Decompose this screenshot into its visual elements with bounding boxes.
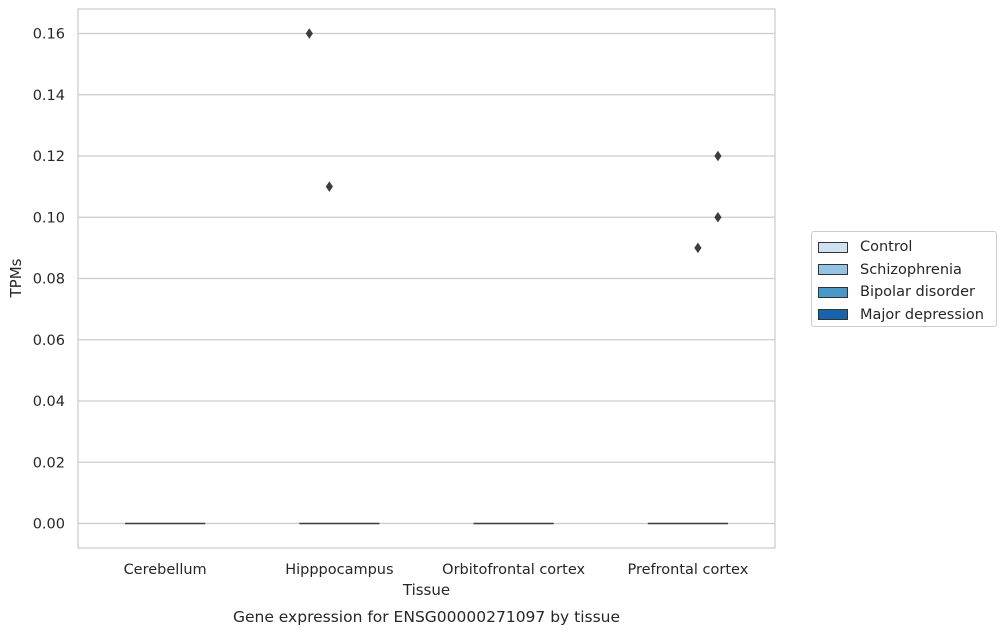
legend-item-control: Control [818,236,996,259]
plot-frame [77,8,776,549]
legend-item-major-depression: Major depression [818,304,996,327]
outlier-point [305,28,313,39]
legend-swatch [818,309,848,321]
outlier-point [714,212,722,223]
y-tick-label: 0.02 [33,455,65,471]
y-tick-label: 0.10 [33,210,65,226]
legend-label: Schizophrenia [860,261,962,278]
legend-item-bipolar-disorder: Bipolar disorder [818,281,996,304]
x-tick-labels: Cerebellum Hipppocampus Orbitofrontal cort… [124,562,749,578]
legend-label: Control [860,239,913,256]
y-tick-label: 0.08 [33,272,65,288]
y-tick-label: 0.14 [33,88,65,104]
outlier-point [325,181,333,192]
y-axis-label: TPMs [7,258,25,298]
x-tick-label: Hipppocampus [285,562,393,578]
y-tick-labels: 0.00 0.02 0.04 0.06 0.08 0.10 0.12 0.14 0.16 [33,27,65,533]
x-tick-label: Cerebellum [124,562,207,578]
x-tick-label: Orbitofrontal cortex [442,562,585,578]
legend-label: Bipolar disorder [860,284,975,301]
legend-label: Major depression [860,306,984,323]
outlier-point [694,242,702,254]
y-tick-label: 0.00 [33,517,65,533]
x-axis-label: Tissue [402,581,450,599]
y-tick-label: 0.04 [33,394,65,410]
y-tick-label: 0.06 [33,333,65,349]
legend: Control Schizophrenia Bipolar disorder M… [811,231,997,327]
y-tick-label: 0.12 [33,149,65,165]
outlier-point [714,150,722,162]
gridlines [78,32,775,525]
legend-item-schizophrenia: Schizophrenia [818,259,996,282]
legend-swatch [818,264,848,276]
legend-swatch [818,286,848,298]
outliers [305,28,722,254]
x-tick-label: Prefrontal cortex [627,562,748,578]
y-tick-label: 0.16 [33,27,65,43]
chart-caption: Gene expression for ENSG00000271097 by t… [233,608,620,626]
legend-swatch [818,241,848,253]
